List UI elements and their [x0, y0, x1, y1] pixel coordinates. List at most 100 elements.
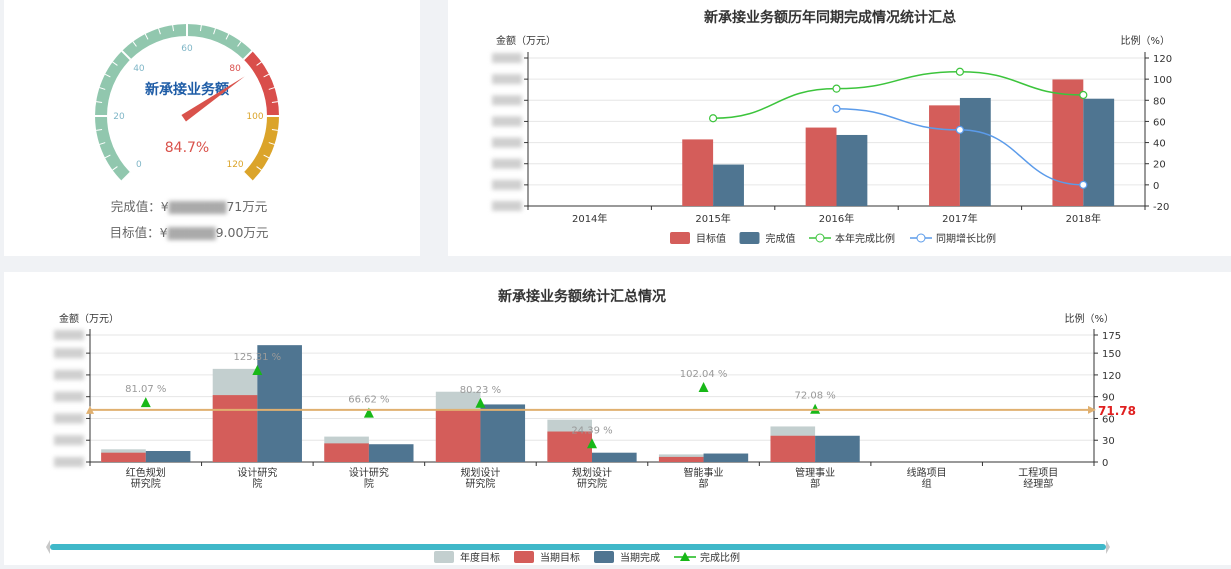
y-tick-label-masked	[54, 369, 84, 380]
yearly-chart-panel: 新承接业务额历年同期完成情况统计汇总 金额（万元） 比例（%） 120 100 80…	[448, 0, 1231, 256]
gauge-band-over	[243, 116, 279, 182]
bar-目标值	[929, 105, 960, 206]
legend[interactable]: 年度目标 当期目标 当期完成 完成比例	[434, 551, 740, 564]
target-label: 目标值：¥	[109, 225, 168, 240]
marker-完成比例	[252, 365, 263, 376]
markline-end	[1088, 405, 1096, 414]
gauge-ticks: 0 20 40 60 80 100 120	[95, 24, 279, 182]
y2-tick-label: 80	[1153, 96, 1166, 107]
x-tick-label: 2018年	[1066, 212, 1101, 225]
zoom-range-bar[interactable]	[50, 544, 1106, 550]
legend-label-目标值: 目标值	[696, 232, 726, 245]
marker-完成比例	[698, 381, 709, 392]
x-tick-label: 2017年	[942, 212, 977, 225]
gauge-tick	[96, 128, 103, 131]
y-tick-label-masked	[492, 201, 522, 211]
gauge-tick	[158, 28, 161, 35]
series-marks: 81.07 % 125.31 % 66.62 % 80.23 % 24.39 % 102.…	[86, 345, 1136, 462]
y-tick-label-masked	[54, 457, 84, 467]
gauge-tick	[144, 33, 149, 40]
x-tick-label: 2014年	[572, 212, 607, 225]
y-tick-label-masked	[492, 74, 522, 85]
gauge-tick	[104, 154, 111, 159]
legend[interactable]: 目标值 完成值 本年完成比例 同期增长比例	[670, 232, 996, 245]
y2-axis-label: 比例（%）	[1120, 34, 1170, 47]
y2-tick-label: 60	[1102, 414, 1115, 425]
marker-完成比例	[363, 407, 374, 418]
data-label: 125.31 %	[233, 352, 281, 363]
legend-marker-本年完成比例	[815, 233, 825, 243]
gauge-tick	[104, 73, 111, 78]
gauge-tick	[96, 101, 103, 104]
completed-value-masked: ▇▇▇▇▇▇	[168, 199, 227, 214]
gauge-tick-label: 0	[136, 160, 142, 170]
markline-label: 71.78	[1098, 404, 1136, 418]
y2-tick-label: 0	[1102, 458, 1108, 469]
y2-axis-label: 比例（%）	[1064, 312, 1114, 325]
x-tick-label: 设计研究院	[237, 466, 277, 490]
gauge-tick	[172, 25, 175, 32]
gauge-tick	[213, 28, 216, 35]
bar-完成值	[836, 134, 868, 206]
gauge-tick-label: 40	[133, 64, 145, 74]
data-label: 72.08 %	[794, 391, 835, 402]
marker-完成比例	[810, 403, 821, 414]
bar-当期目标	[212, 395, 258, 462]
legend-swatch-当期目标	[514, 551, 534, 563]
gauge-value: 84.7%	[165, 140, 209, 156]
gauge-tick-label: 120	[226, 160, 243, 170]
y2-tick-label: 30	[1102, 436, 1115, 447]
data-label: 24.39 %	[571, 425, 612, 436]
bar-目标值	[682, 139, 714, 206]
gauge-axis	[95, 24, 279, 182]
gauge-tick	[263, 154, 270, 159]
target-value-masked: ▇▇▇▇▇	[167, 225, 216, 240]
x-tick-label: 红色规划研究院	[126, 466, 166, 490]
gauge-tick	[256, 61, 262, 66]
bar-当期目标	[101, 452, 146, 462]
y-tick-label-masked	[492, 116, 522, 127]
y-tick-label-masked	[492, 53, 522, 63]
zoom-left-handle[interactable]	[46, 540, 50, 554]
x-tick-label: 2016年	[819, 212, 854, 225]
y2-tick-label: 175	[1102, 331, 1121, 342]
gauge-band-high	[243, 50, 279, 116]
x-tick-label: 工程项目经理部	[1018, 467, 1058, 490]
point-本年完成比例	[709, 114, 718, 123]
gauge-tick	[112, 61, 118, 66]
gauge-tick	[99, 87, 106, 90]
y2-tick-label: -20	[1153, 202, 1169, 213]
gauge-tick	[256, 166, 262, 171]
chart-title: 新承接业务额历年同期完成情况统计汇总	[704, 9, 956, 26]
x-tick-label: 规划设计研究院	[572, 466, 612, 490]
y-axis-label: 金额（万元）	[59, 312, 119, 325]
bar-当期完成	[368, 444, 414, 462]
gauge-tick-label: 60	[181, 44, 193, 54]
point-同期增长比例	[955, 125, 964, 134]
gauge-tick	[263, 73, 270, 78]
bar-当期完成	[592, 452, 637, 462]
data-zoom-slider[interactable]	[46, 540, 1110, 554]
gauge-tick	[268, 87, 275, 90]
x-tick-label: 设计研究院	[349, 466, 389, 490]
gauge-panel: 0 20 40 60 80 100 120 新承接业务额 84.7% 完成值：¥▇▇▇▇▇▇…	[4, 0, 420, 256]
legend-label-本年完成比例: 本年完成比例	[835, 232, 895, 245]
bar-当期完成	[145, 450, 191, 462]
x-tick-label: 线路项目组	[907, 466, 947, 490]
summary-chart-panel: 新承接业务额统计汇总情况 金额（万元） 比例（%） 175 150 120 90 60 3…	[4, 272, 1231, 565]
zoom-right-handle[interactable]	[1106, 540, 1110, 554]
marker-完成比例	[140, 397, 151, 408]
y2-tick-label: 90	[1102, 393, 1115, 404]
y-tick-label-masked	[492, 95, 522, 106]
x-tick-label: 智能事业部	[684, 466, 724, 490]
gauge-tick	[99, 142, 106, 145]
y-tick-label-masked	[54, 330, 84, 340]
gauge-chart: 0 20 40 60 80 100 120 新承接业务额 84.7%	[95, 24, 279, 182]
bar-当期完成	[815, 435, 860, 462]
gauge-band-normal	[95, 24, 253, 182]
data-label: 80.23 %	[460, 385, 501, 396]
gauge-tick	[271, 101, 278, 104]
bar-当期目标	[770, 435, 816, 462]
gauge-tick	[237, 41, 242, 47]
y-tick-label-masked	[492, 179, 522, 190]
